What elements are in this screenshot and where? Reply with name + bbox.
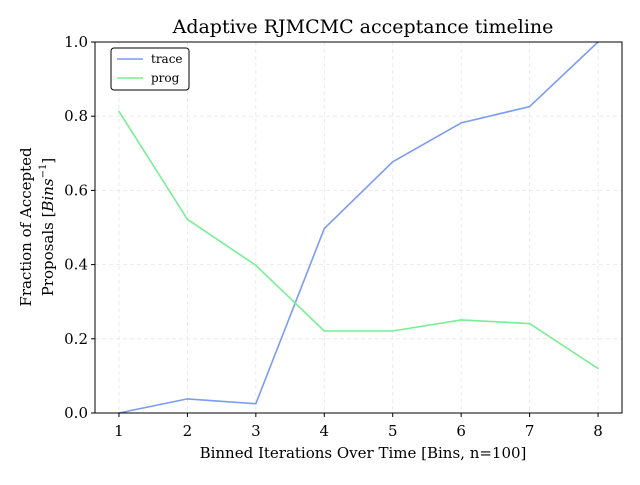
grid-lines [95,41,622,414]
data-point-trace [323,227,326,230]
chart-title: Adaptive RJMCMC acceptance timeline [172,16,554,38]
x-tick-label: 7 [525,422,535,440]
data-point-prog [118,110,120,113]
data-point-prog [528,322,531,325]
y-tick-label: 0.2 [64,330,88,348]
data-point-trace [528,105,531,108]
series-layer [118,41,599,414]
data-point-prog [391,330,394,332]
plot-frame [94,41,623,414]
legend-label-prog: prog [151,71,180,85]
data-point-prog [186,218,189,221]
data-point-trace [391,161,394,163]
y-tick-label: 1.0 [64,33,88,51]
x-axis: 1 2 3 4 5 6 7 8 [114,413,603,440]
x-tick-label: 2 [183,422,193,440]
y-tick-label: 0.4 [64,256,88,274]
x-tick-label: 5 [388,422,398,440]
x-tick-label: 3 [251,422,261,440]
x-tick-label: 1 [114,422,124,440]
x-tick-label: 4 [320,422,330,440]
y-axis: 0.0 0.2 0.4 0.6 0.8 1.0 [64,33,95,422]
y-axis-label-line1: Fraction of Accepted [17,147,35,307]
x-tick-label: 8 [593,422,603,440]
data-point-prog [255,264,257,267]
series-line-prog [118,110,599,370]
x-axis-label: Binned Iterations Over Time [Bins, n=100… [200,444,527,462]
data-point-prog [460,319,462,321]
y-axis-label: Fraction of Accepted Proposals [Bins−1] [17,147,57,307]
data-point-prog [323,330,326,332]
y-tick-label: 0.0 [64,404,88,422]
x-tick-label: 6 [456,422,466,440]
legend: trace prog [110,47,190,91]
data-point-trace [255,402,257,405]
data-point-prog [597,367,599,370]
y-tick-label: 0.8 [64,107,88,125]
y-axis-label-line2: Proposals [Bins−1] [38,158,57,296]
series-line-trace [118,41,599,414]
data-point-trace [460,122,462,124]
y-tick-label: 0.6 [64,181,88,199]
data-point-trace [186,398,189,400]
legend-label-trace: trace [151,52,183,66]
